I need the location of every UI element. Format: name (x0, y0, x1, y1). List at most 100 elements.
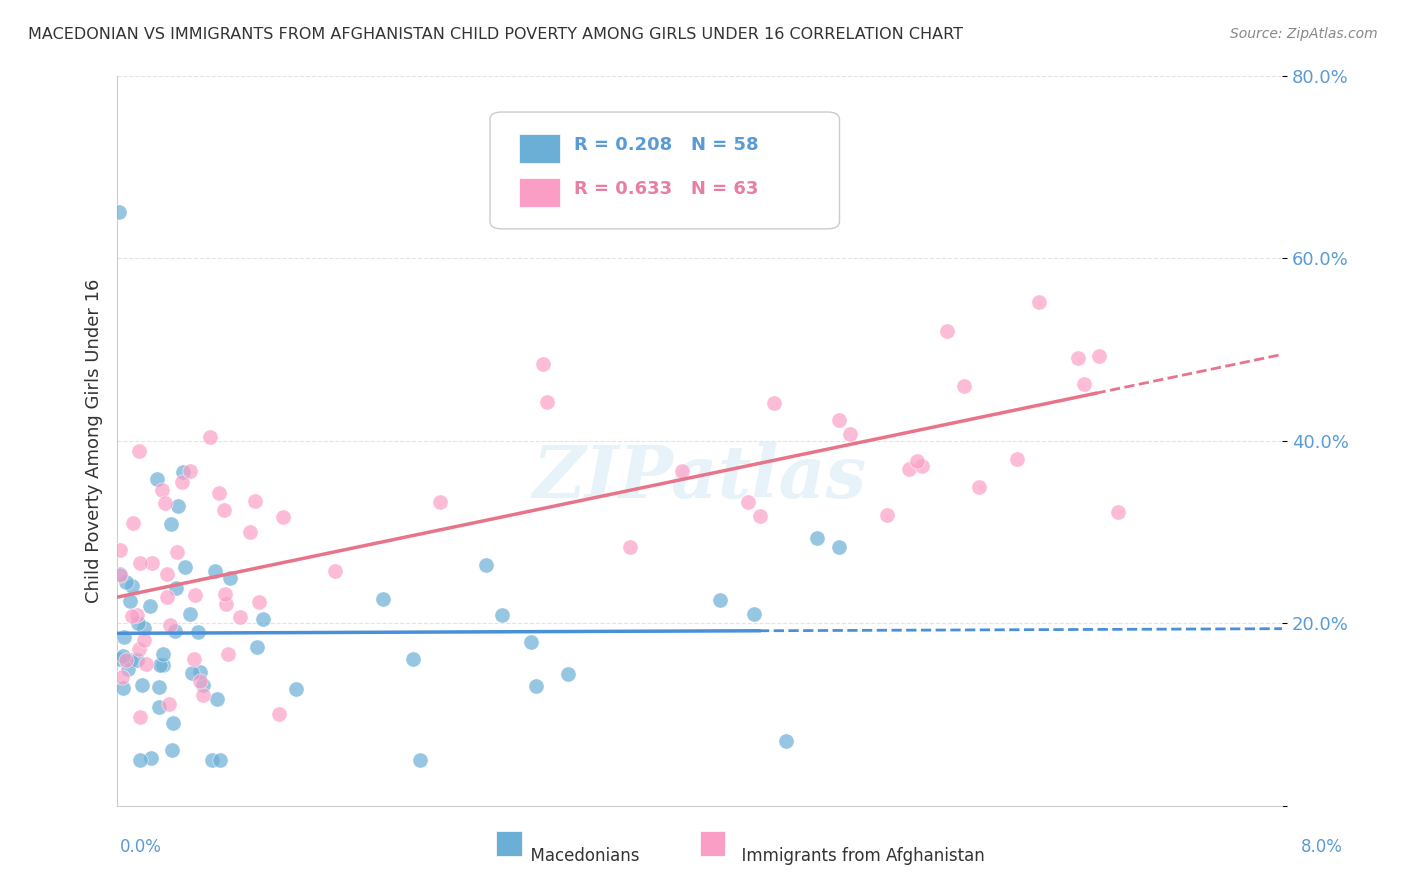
Point (120, 594, 142, 608)
Point (121, 608, 143, 623)
Point (112, 630, 135, 644)
Point (155, 567, 177, 582)
Text: 0.0%: 0.0% (120, 838, 162, 856)
Point (524, 679, 547, 693)
Text: 8.0%: 8.0% (1301, 838, 1343, 856)
Text: ZIPatlas: ZIPatlas (533, 442, 866, 513)
Point (135, 657, 157, 671)
Point (111, 681, 134, 696)
Point (128, 642, 150, 657)
Point (1028, 295, 1050, 310)
Point (149, 658, 172, 673)
Point (671, 464, 693, 478)
Point (127, 608, 149, 623)
Point (520, 635, 543, 649)
Point (204, 564, 226, 578)
Point (402, 651, 425, 665)
Point (208, 753, 231, 767)
Point (146, 472, 169, 486)
FancyBboxPatch shape (519, 178, 560, 207)
Point (127, 616, 149, 631)
Point (108, 566, 131, 581)
Point (162, 716, 184, 731)
Point (188, 674, 211, 689)
Point (156, 590, 179, 604)
Point (127, 653, 149, 667)
Point (217, 647, 239, 661)
Point (897, 462, 920, 476)
Point (122, 516, 145, 531)
Point (205, 692, 228, 706)
Point (191, 688, 214, 702)
Point (166, 545, 188, 559)
Point (152, 647, 174, 661)
Point (129, 556, 152, 570)
Point (162, 743, 184, 757)
FancyBboxPatch shape (491, 112, 839, 229)
Point (876, 508, 898, 523)
Point (163, 624, 186, 638)
Point (1073, 376, 1095, 391)
Point (828, 413, 851, 427)
Text: R = 0.208   N = 58: R = 0.208 N = 58 (574, 136, 758, 154)
Point (107, 651, 129, 665)
Point (531, 357, 554, 371)
Point (619, 540, 641, 554)
Point (128, 444, 150, 458)
Point (284, 681, 307, 696)
Point (373, 591, 395, 606)
Point (201, 753, 224, 767)
Point (748, 509, 770, 524)
Point (219, 572, 242, 586)
Point (905, 454, 928, 468)
Point (1088, 349, 1111, 363)
Point (409, 753, 432, 767)
Point (187, 625, 209, 640)
Point (953, 379, 976, 393)
Point (709, 592, 731, 607)
Point (128, 753, 150, 767)
FancyBboxPatch shape (496, 831, 522, 856)
Point (167, 500, 190, 514)
Y-axis label: Child Poverty Among Girls Under 16: Child Poverty Among Girls Under 16 (86, 278, 103, 603)
Point (215, 597, 238, 611)
Point (229, 610, 252, 624)
Point (173, 560, 195, 574)
Point (969, 480, 991, 494)
Point (536, 395, 558, 409)
Point (252, 612, 274, 626)
Point (139, 599, 162, 613)
Point (911, 458, 934, 473)
Point (165, 581, 187, 595)
Point (141, 556, 163, 570)
Point (111, 670, 134, 684)
Point (157, 698, 180, 712)
Point (742, 607, 765, 621)
Point (179, 607, 201, 622)
Point (557, 667, 579, 681)
Point (1066, 351, 1088, 365)
Point (491, 607, 513, 622)
Point (475, 558, 498, 573)
Point (115, 653, 138, 667)
FancyBboxPatch shape (519, 134, 560, 163)
Point (429, 495, 451, 509)
Point (267, 707, 290, 722)
Point (115, 574, 138, 589)
Point (245, 493, 267, 508)
Text: MACEDONIAN VS IMMIGRANTS FROM AFGHANISTAN CHILD POVERTY AMONG GIRLS UNDER 16 COR: MACEDONIAN VS IMMIGRANTS FROM AFGHANISTA… (28, 27, 963, 42)
Point (159, 517, 181, 532)
Point (141, 751, 163, 765)
Point (134, 633, 156, 648)
Point (117, 662, 139, 676)
Point (172, 465, 194, 479)
Point (239, 524, 262, 539)
Point (111, 648, 134, 663)
Point (1005, 452, 1028, 467)
FancyBboxPatch shape (700, 831, 725, 856)
Text: Immigrants from Afghanistan: Immigrants from Afghanistan (731, 847, 984, 865)
Point (148, 699, 170, 714)
Text: Macedonians: Macedonians (520, 847, 640, 865)
Point (129, 710, 152, 724)
Point (245, 640, 267, 654)
